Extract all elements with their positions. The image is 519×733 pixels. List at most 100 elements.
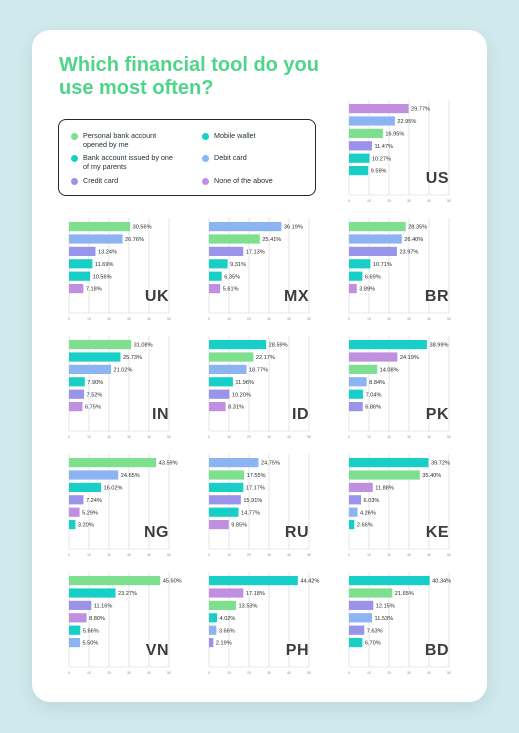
bar-value-label: 28.35% [408, 225, 427, 231]
country-label: RU [284, 524, 309, 541]
x-tick-label: 40 [287, 435, 291, 439]
bar [349, 128, 383, 138]
x-tick-label: 50 [447, 435, 451, 439]
x-tick-label: 20 [247, 317, 251, 321]
bar-value-label: 6.75% [85, 405, 101, 411]
legend-item: None of the above [202, 176, 306, 186]
bar-value-label: 5.66% [83, 628, 99, 634]
bar-value-label: 29.77% [411, 107, 430, 113]
bar-value-label: 22.17% [256, 355, 275, 361]
country-label: KE [425, 524, 449, 541]
bar-value-label: 4.02% [220, 616, 236, 622]
bar [69, 638, 80, 648]
x-tick-label: 10 [87, 435, 91, 439]
bar [209, 600, 237, 610]
bar [69, 600, 92, 610]
bar-value-label: 9.59% [371, 169, 387, 175]
bar [209, 234, 260, 244]
country-label: BD [424, 642, 449, 659]
bar-value-label: 25.41% [262, 237, 281, 243]
country-label: ID [292, 406, 309, 423]
bar [209, 458, 259, 468]
bar [209, 588, 244, 598]
x-tick-label: 0 [68, 435, 70, 439]
x-tick-label: 10 [367, 317, 371, 321]
bar-value-label: 15.91% [243, 498, 262, 504]
bar [349, 638, 363, 648]
bar-value-label: 13.53% [239, 604, 258, 610]
country-chart: 40.34% 21.65% 12.15% 11.53% 7.63% 6.70% 0 10 20 3… [348, 572, 459, 687]
bar [69, 364, 112, 374]
bar [349, 340, 427, 350]
bar-value-label: 16.02% [104, 486, 123, 492]
bar [69, 284, 84, 294]
x-tick-label: 0 [208, 553, 210, 557]
bar-value-label: 31.08% [134, 343, 153, 349]
x-tick-label: 10 [367, 553, 371, 557]
bar-value-label: 43.59% [159, 461, 178, 467]
bar-value-label: 21.02% [114, 368, 133, 374]
x-tick-label: 10 [87, 671, 91, 675]
bar-value-label: 8.31% [228, 405, 244, 411]
bar-value-label: 10.71% [373, 262, 392, 268]
bar-value-label: 11.96% [235, 380, 254, 386]
bar-value-label: 11.16% [94, 604, 113, 610]
legend-label: None of the above [214, 176, 273, 185]
x-tick-label: 20 [107, 671, 111, 675]
x-tick-label: 40 [287, 317, 291, 321]
x-tick-label: 0 [348, 317, 350, 321]
x-tick-label: 20 [247, 671, 251, 675]
bar [349, 284, 357, 294]
bar [69, 495, 84, 505]
x-tick-label: 50 [167, 671, 171, 675]
bar-value-label: 5.61% [223, 287, 239, 293]
country-chart: 24.75% 17.55% 17.17% 15.91% 14.77% 9.85% 0 10 20… [208, 454, 319, 569]
x-tick-label: 0 [208, 671, 210, 675]
bar-value-label: 7.24% [86, 498, 102, 504]
country-label: PH [285, 642, 309, 659]
legend: Personal bank account opened by me Mobil… [58, 119, 316, 196]
bar-value-label: 11.88% [375, 486, 394, 492]
bar-value-label: 4.26% [360, 510, 376, 516]
x-tick-label: 0 [348, 199, 350, 203]
bar [69, 482, 102, 492]
bar-value-label: 45.60% [163, 579, 182, 585]
x-tick-label: 40 [427, 317, 431, 321]
bar-value-label: 8.80% [89, 616, 105, 622]
x-tick-label: 30 [407, 671, 411, 675]
bar [69, 271, 91, 281]
bar-value-label: 26.76% [125, 237, 144, 243]
bar-value-label: 24.75% [261, 461, 280, 467]
bar [209, 482, 244, 492]
x-tick-label: 50 [167, 317, 171, 321]
x-tick-label: 20 [387, 671, 391, 675]
x-tick-label: 40 [147, 435, 151, 439]
country-chart: 28.35% 26.40% 23.97% 10.71% 6.69% 3.89% 0 10 20 3… [348, 218, 459, 333]
bar [349, 625, 365, 635]
x-tick-label: 40 [287, 671, 291, 675]
bar [209, 222, 282, 232]
bar-value-label: 11.47% [374, 144, 393, 150]
bar [349, 259, 371, 269]
bar [209, 520, 229, 530]
bar-value-label: 6.69% [365, 274, 381, 280]
bar [349, 104, 409, 114]
x-tick-label: 40 [147, 317, 151, 321]
bar-value-label: 21.65% [395, 591, 414, 597]
x-tick-label: 10 [367, 671, 371, 675]
x-tick-label: 10 [227, 671, 231, 675]
legend-item: Bank account issued by one of my parents [71, 153, 175, 171]
bar [69, 246, 96, 256]
bar [69, 234, 123, 244]
bar [349, 458, 429, 468]
bar-value-label: 10.27% [372, 156, 391, 162]
bar-value-label: 6.35% [224, 274, 240, 280]
country-chart: 44.42% 17.18% 13.53% 4.02% 3.66% 2.19% 0 10 20 30… [208, 572, 319, 687]
bar [69, 458, 157, 468]
bar-value-label: 35.40% [422, 473, 441, 479]
x-tick-label: 30 [267, 435, 271, 439]
x-tick-label: 20 [387, 199, 391, 203]
bar-value-label: 23.97% [399, 250, 418, 256]
x-tick-label: 50 [307, 553, 311, 557]
bar-value-label: 39.72% [431, 461, 450, 467]
